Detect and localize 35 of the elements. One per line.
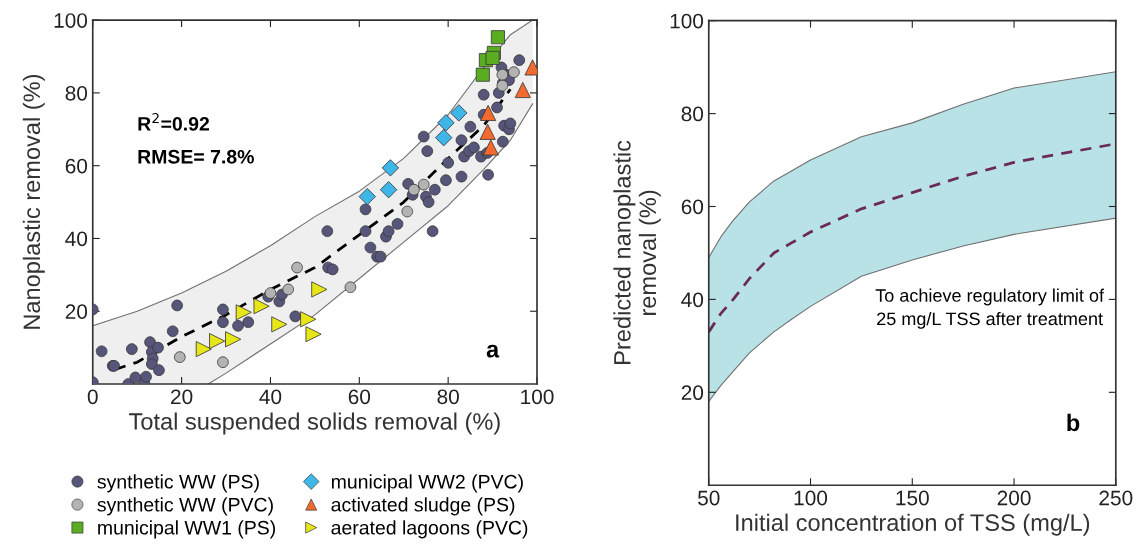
x-tick-label: 100 [521, 389, 554, 405]
legend-label: activated sludge (PS) [331, 497, 515, 516]
x-tick-label: 150 [896, 490, 929, 506]
y-axis-title: Nanoplastic removal (%) [22, 74, 45, 329]
y-tick-label: 40 [65, 231, 88, 247]
x-tick-label: 250 [1099, 490, 1133, 506]
x-tick-label: 40 [259, 389, 282, 405]
y-tick-label: 100 [54, 13, 88, 28]
annotation: b [1067, 413, 1080, 432]
x-tick-label: 50 [698, 490, 720, 506]
annotation: To achieve regulatory limit of 25 mg/L TSS after treatment [875, 288, 1105, 329]
x-tick-label: 60 [348, 389, 371, 405]
x-axis-title: Total suspended solids removal (%) [129, 412, 500, 435]
annotation: a [486, 344, 500, 358]
legend-label: synthetic WW (PS) [97, 474, 259, 493]
x-tick-label: 0 [87, 389, 98, 405]
legend-label: municipal WW2 (PVC) [331, 474, 523, 493]
x-tick-label: 20 [171, 389, 193, 405]
y-tick-label: 80 [681, 106, 704, 122]
legend-label: aerated lagoons (PVC) [331, 520, 528, 539]
legend-label: municipal WW1 (PS) [98, 520, 276, 539]
annotation: RMSE= 7.8% [138, 149, 254, 164]
y-tick-label: 60 [65, 158, 88, 174]
y-axis-title: Predicted nanoplastic removal (%) [613, 140, 661, 364]
y-tick-label: 80 [65, 85, 88, 101]
x-tick-label: 80 [437, 389, 459, 405]
x-tick-label: 100 [794, 490, 828, 506]
annotation: R$^{2}$=0.92 [138, 112, 210, 131]
x-axis-title: Initial concentration of TSS (mg/L) [736, 513, 1090, 536]
y-tick-label: 20 [65, 304, 88, 320]
y-tick-label: 60 [681, 199, 704, 215]
y-tick-label: 40 [681, 292, 704, 308]
y-tick-label: 100 [670, 13, 704, 29]
legend-label: synthetic WW (PVC) [97, 497, 273, 516]
x-tick-label: 200 [997, 490, 1031, 506]
